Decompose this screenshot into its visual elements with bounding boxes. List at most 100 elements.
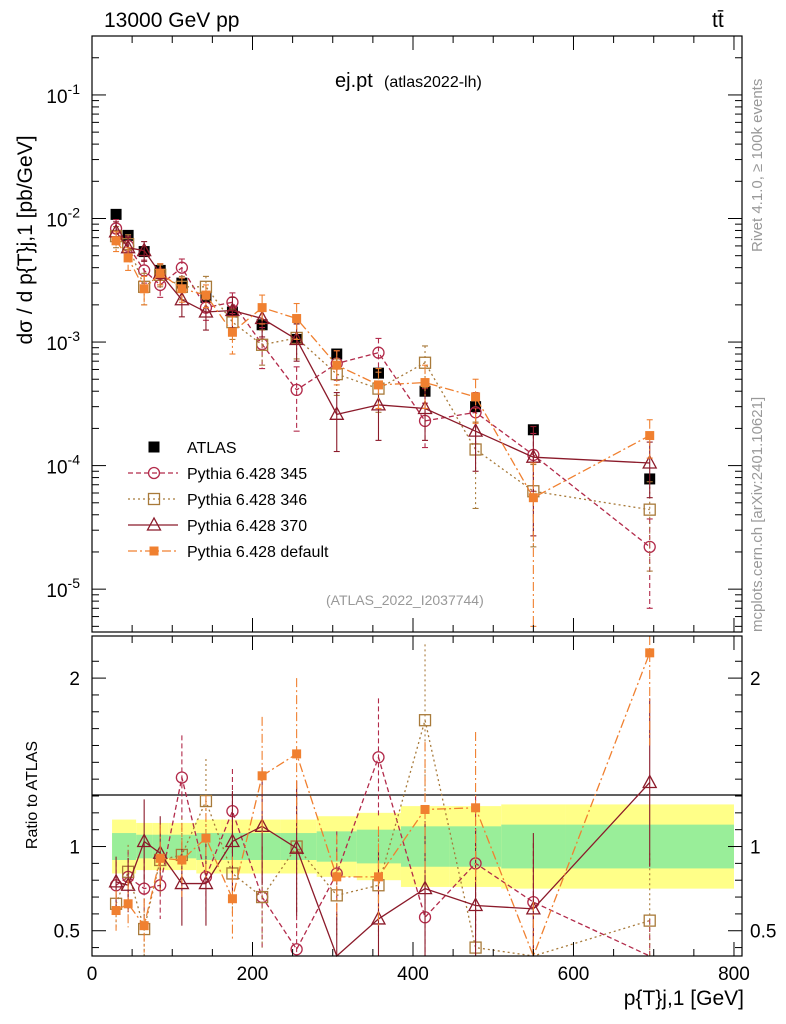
ratio-point (417, 880, 433, 895)
ratio-point (111, 906, 121, 916)
main-ytick-label: 10-3 (46, 328, 80, 355)
mcplots-label: mcplots.cern.ch [arXiv:2401.10621] (749, 397, 766, 632)
main-point (111, 236, 121, 246)
main-point (642, 454, 658, 469)
ratio-point (198, 875, 214, 890)
main-point (417, 400, 433, 415)
legend-marker (147, 492, 161, 506)
main-point (110, 208, 122, 220)
ratio-point (199, 794, 213, 808)
ratio-point (645, 648, 655, 658)
main-point (645, 431, 655, 441)
ratio-point (136, 833, 152, 848)
main-series-line (115, 231, 650, 464)
main-point (123, 253, 133, 263)
ratio-point (372, 751, 385, 764)
main-point (177, 284, 187, 294)
main-point (227, 327, 237, 337)
ratio-series-square (109, 644, 656, 957)
ratio-point (175, 771, 189, 784)
legend-label: Pythia 6.428 346 (187, 492, 307, 509)
legend-entry: Pythia 6.428 default (128, 544, 329, 561)
ratio-ytick-label-left: 0.5 (54, 922, 80, 943)
main-ytick-label: 10-1 (46, 81, 80, 108)
main-point (139, 284, 149, 294)
ratio-point (289, 839, 305, 854)
ratio-point (174, 875, 190, 890)
analysis-id-label: (ATLAS_2022_I2037744) (326, 592, 484, 608)
ratio-point (642, 774, 658, 789)
main-point (198, 303, 214, 318)
legend: ATLAS Pythia 6.428 345 Pythia 6.428 346 Pyt… (128, 440, 329, 561)
ratio-xtick-label: 400 (397, 964, 429, 985)
ratio-ytick-label-right: 0.5 (750, 922, 776, 943)
legend-marker (149, 546, 159, 556)
ratio-point (201, 833, 211, 843)
main-point (136, 242, 152, 257)
main-series-line (115, 240, 651, 499)
ratio-ytick-label-left: 1 (69, 838, 80, 859)
main-point (201, 290, 211, 300)
ratio-ytick-label-right: 2 (750, 669, 761, 690)
main-point (224, 302, 241, 317)
ratio-point (332, 872, 342, 882)
main-point (175, 261, 189, 274)
main-point (643, 503, 656, 516)
ratio-point (120, 876, 136, 891)
main-ytick-label: 10-5 (46, 575, 80, 602)
main-point (174, 291, 190, 306)
ratio-ytick-label-right: 1 (750, 838, 761, 859)
plot-subtitle: (atlas2022-lh) (384, 74, 482, 91)
ratio-point (467, 897, 484, 912)
ratio-point (227, 894, 237, 904)
ratio-point (139, 921, 149, 931)
main-series-filledsquare (111, 231, 655, 627)
main-ytick-label: 10-4 (46, 452, 80, 479)
legend-marker (147, 466, 161, 480)
ratio-point (290, 943, 303, 956)
ratio-ytick-label-left: 2 (69, 669, 80, 690)
ratio-band-inner (248, 833, 281, 860)
rivet-version-label: Rivet 4.1.0, ≥ 100k events (749, 79, 766, 252)
main-point (332, 360, 342, 370)
main-series-triangle (108, 221, 658, 537)
legend-label: Pythia 6.428 345 (187, 466, 307, 483)
ratio-point (471, 803, 481, 813)
ratio-ylabel: Ratio to ATLAS (24, 741, 41, 849)
main-point (329, 405, 345, 420)
legend-label: Pythia 6.428 370 (187, 518, 307, 535)
ratio-band-inner (280, 833, 317, 860)
main-point (257, 303, 267, 313)
ratio-point (292, 749, 302, 759)
ratio-point (255, 890, 269, 904)
legend-entry: Pythia 6.428 346 (128, 492, 307, 509)
ratio-point (177, 855, 187, 865)
ratio-xtick-label: 200 (237, 964, 269, 985)
ratio-point (155, 853, 165, 863)
ratio-xtick-label: 600 (558, 964, 590, 985)
collision-label: 13000 GeV pp (104, 9, 239, 32)
ratio-point (420, 804, 430, 814)
main-point (471, 392, 481, 402)
main-point (155, 268, 165, 278)
main-point (372, 346, 385, 359)
main-point (525, 448, 541, 463)
ratio-series-filledsquare (111, 636, 655, 958)
main-point (255, 338, 269, 351)
ratio-point (643, 914, 656, 927)
legend-label: Pythia 6.428 default (187, 544, 329, 561)
main-point (290, 383, 303, 397)
ratio-band-inner (112, 833, 137, 860)
ratio-point (525, 900, 541, 915)
ratio-frame (91, 635, 743, 957)
main-point (289, 331, 305, 346)
ratio-panel: 0.5 0.5 1 1 2 2 0 200 400 600 800 (54, 635, 776, 985)
main-point (528, 493, 538, 503)
process-label: tt̄ (712, 9, 724, 32)
ratio-point (123, 899, 133, 909)
main-point (420, 378, 430, 388)
main-panel: 10-1 10-2 10-3 10-4 10-5 (46, 35, 743, 633)
main-point (467, 422, 484, 437)
legend-marker (148, 441, 160, 453)
